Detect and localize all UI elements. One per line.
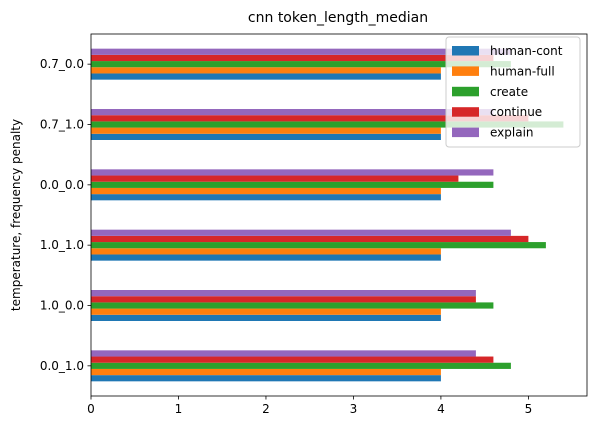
legend-label-human-full: human-full: [490, 64, 555, 78]
legend-swatch-explain: [452, 127, 479, 138]
bar-human-cont-0.7_1.0: [91, 133, 441, 140]
bar-continue-0.7_1.0: [91, 115, 529, 122]
bar-human-full-1.0_1.0: [91, 248, 441, 255]
bar-create-0.7_0.0: [91, 61, 511, 68]
bar-continue-0.0_0.0: [91, 175, 459, 182]
bar-explain-0.0_1.0: [91, 350, 476, 357]
bar-human-cont-0.0_1.0: [91, 375, 441, 382]
bar-human-full-0.0_0.0: [91, 187, 441, 195]
y-tick-label-0.7_1.0: 0.7_1.0: [40, 118, 84, 132]
legend-box: [445, 36, 581, 148]
bar-create-0.0_1.0: [91, 362, 511, 369]
chart-title: cnn token_length_median: [248, 10, 428, 26]
legend-swatch-human-full: [452, 66, 479, 76]
axes-layer: 0.0_1.0 1.0_0.0 1.0_1.0 0.0_0.0 0.7_1.0 0.7_0…: [40, 33, 588, 416]
legend-label-human-cont: human-cont: [490, 44, 563, 58]
x-tick-label-0: 0: [87, 402, 95, 416]
legend-label-continue: continue: [490, 105, 542, 119]
bar-continue-0.0_1.0: [91, 356, 494, 363]
legend-swatch-create: [452, 86, 479, 97]
legend-swatch-human-cont: [452, 46, 479, 56]
x-tick-label-4: 4: [437, 402, 445, 416]
y-tick-label-0.7_0.0: 0.7_0.0: [40, 57, 84, 71]
bar-continue-1.0_1.0: [91, 235, 529, 243]
bar-human-cont-1.0_0.0: [91, 314, 441, 321]
x-tick-label-1: 1: [175, 402, 183, 416]
bar-human-full-1.0_0.0: [91, 308, 441, 315]
legend-swatch-continue: [452, 107, 479, 117]
bars-layer: [91, 48, 564, 382]
legend-label-explain: explain: [490, 126, 534, 140]
bar-continue-1.0_0.0: [91, 296, 476, 303]
y-axis-label: temperature, frequency penalty: [9, 119, 23, 311]
legend-label-create: create: [490, 85, 528, 99]
x-tick-label-3: 3: [350, 402, 358, 416]
bar-create-0.0_0.0: [91, 181, 494, 188]
y-tick-label-0.0_1.0: 0.0_1.0: [40, 359, 84, 373]
bar-human-full-0.7_1.0: [91, 127, 441, 134]
bar-explain-1.0_1.0: [91, 229, 511, 236]
y-tick-label-1.0_1.0: 1.0_1.0: [40, 238, 84, 252]
x-tick-label-5: 5: [525, 402, 533, 416]
plot-frame: [90, 33, 588, 397]
bar-explain-1.0_0.0: [91, 290, 476, 297]
bar-human-full-0.7_0.0: [91, 67, 441, 74]
bar-explain-0.0_0.0: [91, 169, 494, 176]
bar-create-0.7_1.0: [91, 121, 564, 128]
bar-human-cont-0.0_0.0: [91, 194, 441, 201]
bar-create-1.0_1.0: [91, 242, 546, 249]
y-tick-label-1.0_0.0: 1.0_0.0: [40, 299, 84, 313]
legend: human-cont human-full create continue explai…: [445, 36, 581, 148]
x-tick-label-2: 2: [262, 402, 270, 416]
bar-human-cont-0.7_0.0: [91, 73, 441, 80]
bar-human-cont-1.0_1.0: [91, 254, 441, 261]
bar-human-full-0.0_1.0: [91, 368, 441, 376]
bar-explain-0.7_1.0: [91, 109, 494, 116]
bar-create-1.0_0.0: [91, 302, 494, 309]
bar-continue-0.7_0.0: [91, 54, 494, 62]
y-tick-label-0.0_0.0: 0.0_0.0: [40, 178, 84, 192]
bar-explain-0.7_0.0: [91, 48, 511, 55]
